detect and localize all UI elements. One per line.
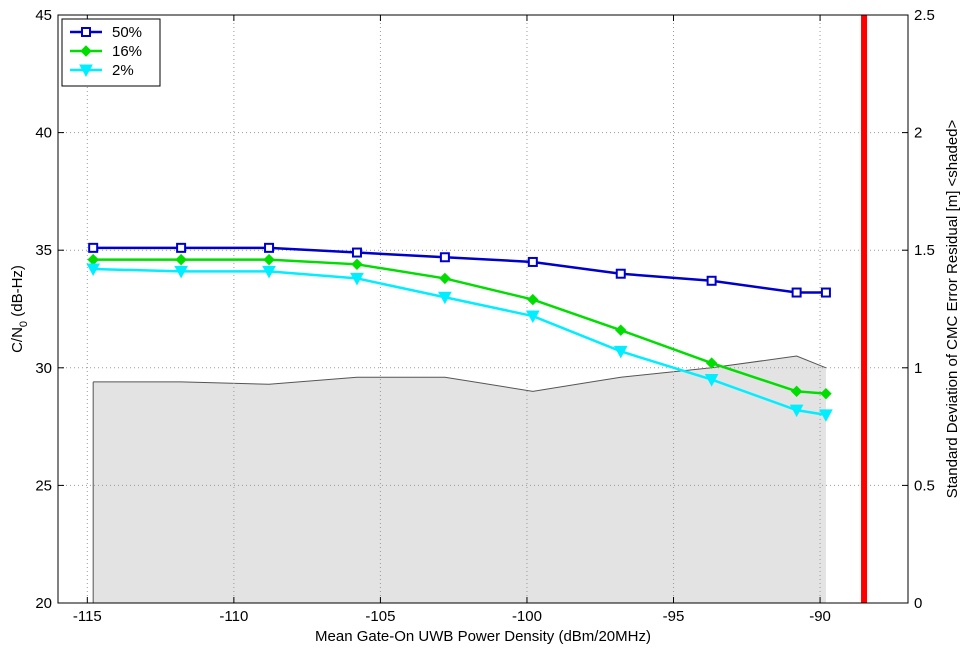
series-2-point-9 [819, 409, 833, 422]
legend-marker-2 [79, 64, 93, 78]
series-1-point-1 [175, 253, 187, 266]
series-1-point-9 [820, 387, 832, 400]
series-0-point-6 [615, 268, 626, 279]
series-1-point-6 [615, 324, 627, 336]
y-axis-title-main: C/N [9, 327, 26, 353]
series-0-point-2 [264, 242, 275, 253]
y-tick-label: 35 [35, 242, 52, 259]
series-1-point-4 [439, 272, 451, 285]
y2-tick-label: 0 [914, 595, 922, 612]
x-axis-title: Mean Gate-On UWB Power Density (dBm/20MH… [315, 628, 651, 645]
series-0-point-8 [791, 287, 802, 298]
y2-tick-label: 1 [914, 360, 922, 377]
series-0-point-0 [88, 242, 99, 253]
y2-tick-label: 2 [914, 125, 922, 142]
legend-marker-1 [80, 45, 92, 57]
series-2-point-4 [438, 291, 452, 305]
series-0-point-4 [439, 252, 450, 263]
series-2-point-7 [704, 374, 719, 387]
x-tick-label: -110 [219, 608, 248, 625]
y-axis-title: C/N0 (dB-Hz) [9, 265, 30, 353]
legend-label: 2% [112, 62, 134, 79]
y-axis-title-subscript: 0 [18, 321, 30, 327]
legend-label: 50% [112, 24, 142, 41]
y2-axis-title: Standard Deviation of CMC Error Residual… [944, 120, 961, 499]
series-1-point-7 [705, 357, 718, 369]
y-tick-label: 40 [35, 125, 52, 142]
series-1-point-5 [527, 293, 539, 306]
plot-frame [57, 14, 909, 604]
series-line-1 [93, 258, 827, 395]
x-tick-label: -100 [512, 608, 542, 625]
series-line-0 [93, 246, 826, 294]
series-1-point-8 [790, 385, 803, 398]
shaded-area [93, 356, 826, 603]
series-2-point-0 [86, 263, 101, 277]
y2-tick-label: 1.5 [914, 242, 935, 259]
series-0-point-5 [527, 256, 538, 267]
legend-label: 16% [112, 43, 142, 60]
series-1-point-2 [263, 253, 275, 266]
y-axis-title-unit: (dB-Hz) [9, 265, 26, 321]
series-0-point-3 [351, 247, 362, 258]
x-tick-label: -115 [73, 608, 102, 625]
series-0-point-1 [176, 242, 187, 253]
shaded-area-outline [93, 355, 827, 392]
x-tick-label: -105 [365, 608, 395, 625]
x-tick-label: -90 [809, 608, 831, 625]
series-2-point-1 [174, 265, 188, 279]
y2-tick-label: 0.5 [914, 477, 935, 494]
series-2-point-3 [350, 272, 364, 286]
series-0-point-7 [706, 275, 717, 286]
series-line-2 [93, 267, 827, 417]
series-0-point-9 [820, 287, 831, 298]
legend-marker-0 [81, 27, 91, 37]
series-1-point-3 [351, 258, 363, 271]
series-2-point-8 [789, 404, 804, 418]
y-tick-label: 30 [35, 360, 52, 377]
y-tick-label: 45 [35, 7, 52, 24]
y-tick-label: 25 [35, 477, 52, 494]
series-2-point-2 [262, 265, 276, 279]
legend-box [61, 18, 161, 87]
y2-tick-label: 2.5 [914, 7, 935, 24]
series-2-point-5 [525, 310, 540, 324]
y-tick-label: 20 [35, 595, 52, 612]
series-2-point-6 [613, 345, 628, 359]
x-tick-label: -95 [663, 608, 685, 625]
